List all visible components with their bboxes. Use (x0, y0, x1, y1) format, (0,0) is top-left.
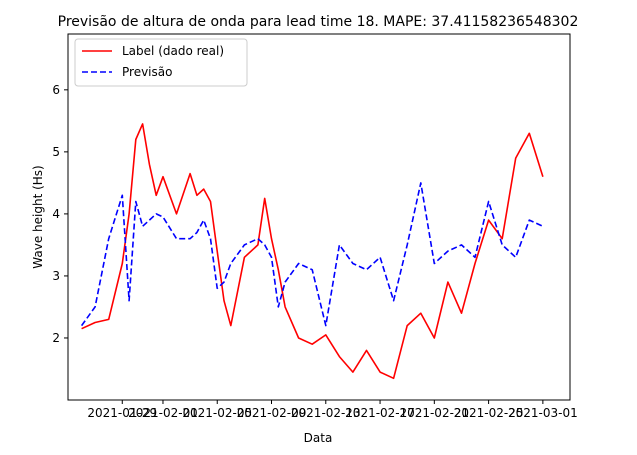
series-line-label (81, 123, 544, 380)
x-tick-label: 2021-02-01 (128, 406, 198, 420)
y-tick-label: 3 (52, 269, 60, 283)
x-tick-label: 2021-02-17 (345, 406, 415, 420)
legend-entry-label: Label (dado real) (122, 44, 224, 58)
plot-area: 2021-01-292021-02-012021-02-052021-02-09… (52, 33, 578, 420)
x-axis-label: Data (304, 431, 333, 445)
axes-frame (67, 33, 571, 401)
x-tick-label: 2021-02-09 (237, 406, 307, 420)
legend-entry-forecast: Previsão (122, 65, 172, 79)
chart-title: Previsão de altura de onda para lead tim… (58, 14, 579, 30)
series-layer (80, 123, 544, 380)
y-axis-label: Wave height (Hs) (31, 165, 45, 268)
x-tick-label: 2021-02-13 (291, 406, 361, 420)
x-tick-label: 2021-02-05 (182, 406, 252, 420)
y-tick-label: 2 (52, 331, 60, 345)
y-tick-label: 6 (52, 83, 60, 97)
y-tick-label: 5 (52, 145, 60, 159)
x-axis-ticks: 2021-01-292021-02-012021-02-052021-02-09… (87, 400, 578, 420)
y-tick-label: 4 (52, 207, 60, 221)
legend-box (74, 38, 248, 87)
series-line-forecast (80, 182, 544, 327)
x-tick-label: 2021-03-01 (508, 406, 578, 420)
x-tick-label: 2021-02-21 (399, 406, 469, 420)
x-tick-label: 2021-02-25 (454, 406, 524, 420)
legend: Label (dado real) Previsão (74, 38, 248, 87)
y-axis-ticks: 2 3 4 5 6 (52, 83, 68, 345)
x-tick-label: 2021-01-29 (87, 406, 157, 420)
